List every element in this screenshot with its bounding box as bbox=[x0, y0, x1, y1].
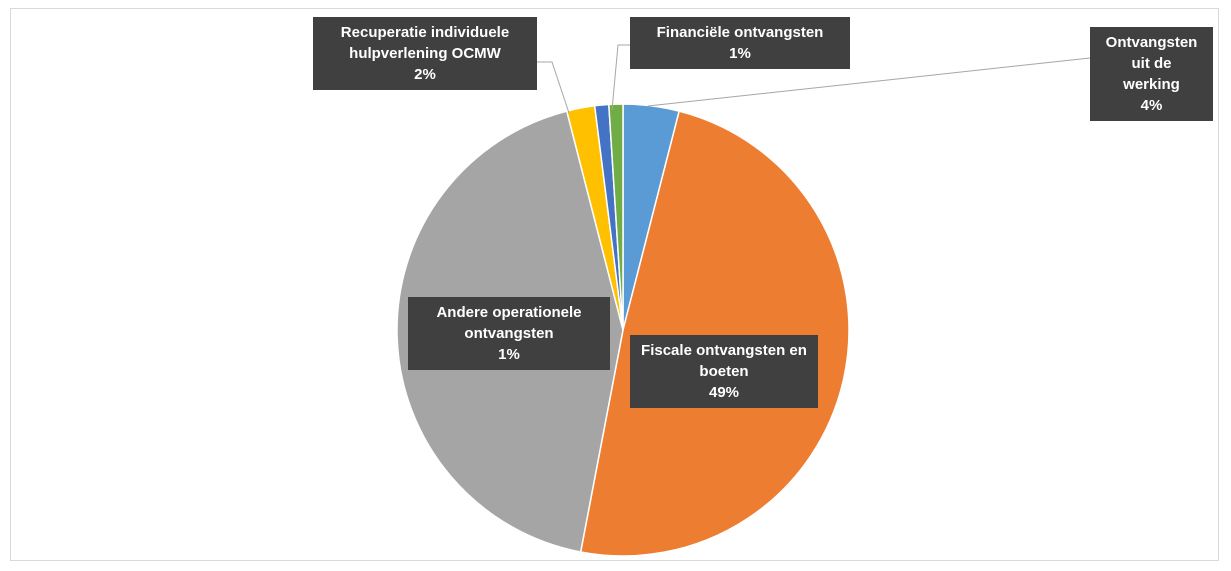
value-label: 1% bbox=[498, 346, 520, 363]
category-label: Recuperatie individuele hulpverlening OC… bbox=[340, 24, 510, 62]
value-label: 2% bbox=[414, 66, 436, 83]
data-label: Fiscale ontvangsten en boeten 49% bbox=[630, 335, 818, 408]
data-label: Andere operationele ontvangsten 1% bbox=[408, 297, 610, 370]
category-label: Fiscale ontvangsten en boeten bbox=[641, 342, 807, 380]
leader-line bbox=[611, 44, 630, 111]
pie-slice bbox=[608, 103, 624, 331]
data-label: Financiële ontvangsten 1% bbox=[630, 17, 850, 69]
data-label: Ontvangsten uit de werking 4% bbox=[1090, 27, 1213, 121]
chart-frame bbox=[10, 8, 1219, 561]
data-label: Recuperatie individuele hulpverlening OC… bbox=[313, 17, 537, 90]
value-label: 4% bbox=[1140, 97, 1163, 114]
pie-slice bbox=[579, 110, 850, 557]
leader-line bbox=[537, 61, 570, 114]
category-label: Financiële ontvangsten bbox=[656, 24, 824, 41]
category-label: Andere operationele ontvangsten bbox=[436, 304, 582, 342]
category-label: Ontvangsten uit de werking bbox=[1105, 34, 1198, 93]
leader-line bbox=[647, 57, 1091, 107]
value-label: 1% bbox=[729, 45, 751, 62]
value-label: 49% bbox=[708, 384, 740, 401]
